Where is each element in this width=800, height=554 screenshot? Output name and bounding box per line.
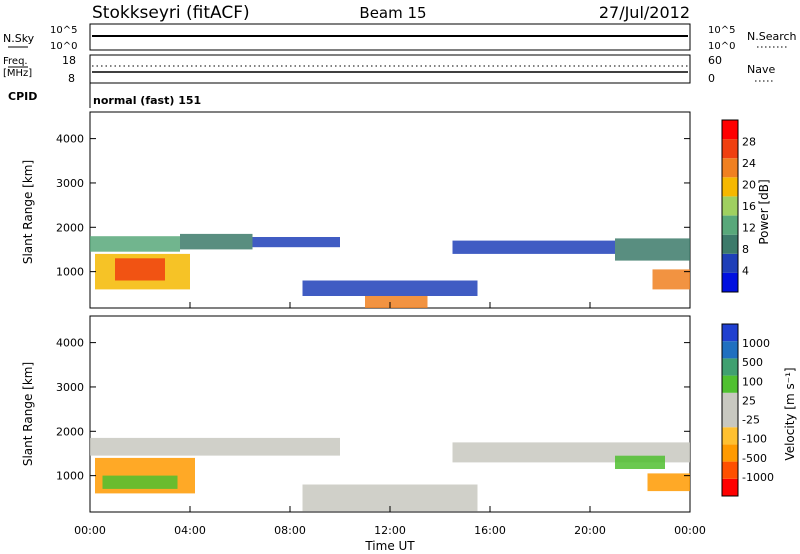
- colorbar-tick: 20: [742, 179, 756, 192]
- echo-band: [302, 280, 478, 296]
- colorbar-tick: 1000: [742, 337, 770, 350]
- colorbar-swatch: [722, 478, 738, 496]
- ytick-label: 3000: [56, 381, 84, 394]
- xtick-label: 12:00: [374, 524, 406, 537]
- colorbar-swatch: [722, 410, 738, 428]
- nsky-label: N.Sky: [3, 32, 35, 45]
- ytick-label: 1000: [56, 470, 84, 483]
- cpid-label: CPID: [8, 90, 37, 103]
- xtick-label: 16:00: [474, 524, 506, 537]
- ytick-label: 2000: [56, 425, 84, 438]
- colorbar-tick: 8: [742, 243, 749, 256]
- colorbar-swatch: [722, 375, 738, 393]
- colorbar-tick: -25: [742, 414, 760, 427]
- nsky-tick-bottom: 10^0: [50, 41, 77, 52]
- colorbar-tick: 100: [742, 375, 763, 388]
- echo-band: [252, 237, 340, 248]
- colorbar-tick: -1000: [742, 471, 774, 484]
- ytick-label: 4000: [56, 133, 84, 146]
- station-title: Stokkseyri (fitACF): [92, 3, 250, 23]
- echo-band: [615, 238, 690, 261]
- nsearch-tick-top: 10^5: [708, 25, 735, 36]
- colorbar-tick: -100: [742, 433, 767, 446]
- cpid-value: normal (fast) 151: [93, 94, 201, 107]
- colorbar-swatch: [722, 392, 738, 410]
- echo-band: [652, 269, 690, 290]
- colorbar-swatch: [722, 120, 738, 140]
- colorbar-swatch: [722, 444, 738, 462]
- ytick-label: 2000: [56, 221, 84, 234]
- freq-label: Freq.: [3, 56, 28, 67]
- xtick-label: 04:00: [174, 524, 206, 537]
- colorbar-tick: 12: [742, 222, 756, 235]
- colorbar-swatch: [722, 158, 738, 178]
- colorbar-tick: 16: [742, 200, 756, 213]
- colorbar-swatch: [722, 234, 738, 254]
- echo-band: [90, 437, 340, 456]
- ytick-label: 3000: [56, 177, 84, 190]
- colorbar-swatch: [722, 358, 738, 376]
- colorbar-swatch: [722, 196, 738, 216]
- xtick-label: 00:00: [674, 524, 706, 537]
- echo-band: [115, 258, 165, 281]
- nsearch-tick-bottom: 10^0: [708, 41, 735, 52]
- nsearch-label: N.Search: [747, 30, 797, 43]
- nave-tick-bottom: 0: [708, 72, 715, 85]
- nave-tick-top: 60: [708, 54, 722, 67]
- xtick-label: 08:00: [274, 524, 306, 537]
- colorbar-swatch: [722, 427, 738, 445]
- colorbar-swatch: [722, 272, 738, 292]
- ytick-label: 1000: [56, 266, 84, 279]
- colorbar-tick: 28: [742, 136, 756, 149]
- echo-band: [102, 475, 178, 489]
- beam-title: Beam 15: [359, 4, 426, 22]
- colorbar-tick: 24: [742, 157, 756, 170]
- colorbar-tick: 25: [742, 394, 756, 407]
- colorbar-tick: 4: [742, 265, 749, 278]
- freq-unit: [MHz]: [3, 68, 32, 79]
- echo-band: [615, 455, 665, 469]
- colorbar-swatch: [722, 253, 738, 273]
- echo-band: [365, 296, 428, 308]
- freq-tick-top: 18: [62, 54, 76, 67]
- velocity-ylabel: Slant Range [km]: [21, 362, 35, 466]
- echo-band: [452, 240, 615, 254]
- velocity-colorbar-label: Velocity [m s⁻¹]: [783, 367, 797, 460]
- nsky-tick-top: 10^5: [50, 25, 77, 36]
- colorbar-swatch: [722, 139, 738, 159]
- colorbar-swatch: [722, 461, 738, 479]
- colorbar-swatch: [722, 177, 738, 197]
- freq-panel: [89, 54, 691, 84]
- nsky-panel: [89, 23, 691, 51]
- echo-band: [647, 473, 690, 492]
- echo-band: [180, 233, 253, 250]
- colorbar-tick: -500: [742, 452, 767, 465]
- time-xlabel: Time UT: [364, 539, 415, 553]
- colorbar-swatch: [722, 341, 738, 359]
- colorbar-tick: 500: [742, 356, 763, 369]
- colorbar-frame: [721, 119, 739, 293]
- power-colorbar-label: Power [dB]: [757, 179, 771, 244]
- freq-tick-bottom: 8: [68, 72, 75, 85]
- power-ylabel: Slant Range [km]: [21, 160, 35, 264]
- date-title: 27/Jul/2012: [599, 3, 690, 22]
- colorbar-swatch: [722, 324, 738, 342]
- xtick-label: 00:00: [74, 524, 106, 537]
- colorbar-frame: [721, 323, 739, 497]
- nave-label: Nave: [747, 63, 775, 76]
- colorbar-swatch: [722, 215, 738, 235]
- echo-band: [90, 236, 180, 252]
- ytick-label: 4000: [56, 337, 84, 350]
- xtick-label: 20:00: [574, 524, 606, 537]
